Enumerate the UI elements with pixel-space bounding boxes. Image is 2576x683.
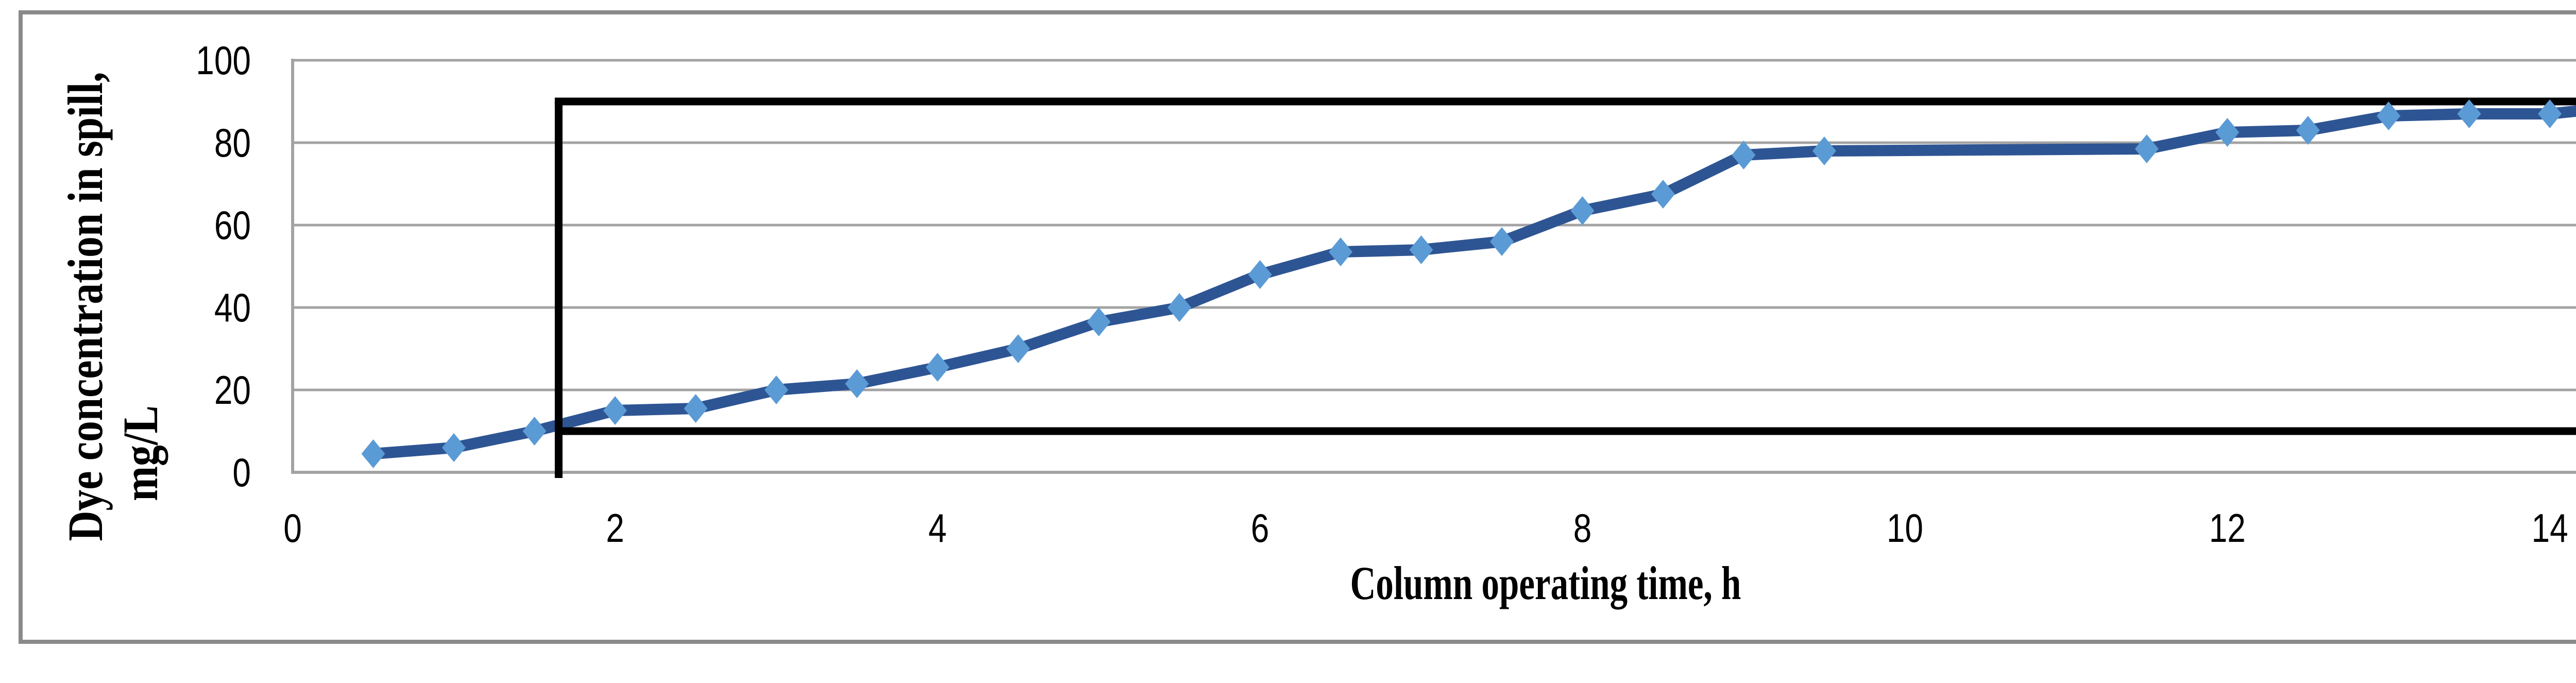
data-point-marker: [442, 433, 466, 462]
x-tick-label-4: 4: [928, 506, 947, 551]
x-tick-label-6: 6: [1251, 506, 1269, 551]
y-axis-title-line1: Dye concentration in spill,: [59, 72, 113, 541]
x-tick-label-0: 0: [283, 506, 302, 551]
tick-labels: 0204060801000246810121416: [196, 38, 2568, 551]
data-point-marker: [2134, 134, 2159, 163]
series-polyline: [367, 105, 2576, 459]
gridlines: [293, 59, 2576, 391]
x-tick-label-2: 2: [606, 506, 624, 551]
data-point-marker: [2296, 116, 2320, 145]
data-point-marker: [2457, 99, 2481, 128]
data-point-marker: [1732, 141, 1756, 169]
annotation-box: [554, 97, 2576, 478]
data-point-marker: [2377, 101, 2401, 130]
data-point-marker: [1812, 136, 1836, 165]
data-point-marker: [1006, 334, 1030, 363]
y-tick-label-20: 20: [214, 368, 251, 413]
x-tick-label-8: 8: [1573, 506, 1592, 551]
data-point-marker: [1651, 180, 1675, 209]
data-point-marker: [603, 396, 627, 425]
y-tick-label-80: 80: [214, 121, 251, 165]
data-point-marker: [1490, 227, 1514, 256]
data-point-marker: [925, 353, 950, 382]
data-point-marker: [361, 439, 385, 468]
data-point-marker: [1570, 196, 1595, 225]
y-tick-label-40: 40: [214, 285, 251, 330]
axis-lines: [291, 59, 2576, 474]
data-point-marker: [764, 375, 788, 404]
data-point-marker: [2215, 118, 2240, 147]
y-tick-label-0: 0: [232, 450, 251, 495]
data-point-marker: [1409, 235, 1433, 264]
data-point-marker: [1167, 293, 1192, 322]
data-point-markers: [361, 99, 2562, 468]
data-point-marker: [2538, 99, 2562, 128]
y-axis-title-line2: mg/L: [114, 405, 168, 501]
y-tick-label-60: 60: [214, 203, 251, 248]
data-point-marker: [1329, 237, 1353, 266]
data-series-line: [367, 105, 2576, 459]
data-point-marker: [845, 369, 869, 398]
data-point-marker: [522, 417, 547, 446]
data-point-marker: [684, 394, 708, 423]
x-axis-title: Column operating time, h: [1350, 557, 1741, 610]
data-point-marker: [1087, 308, 1111, 336]
x-tick-label-10: 10: [1887, 506, 1923, 551]
x-tick-label-12: 12: [2209, 506, 2246, 551]
data-point-marker: [1248, 260, 1272, 289]
y-tick-label-100: 100: [196, 38, 251, 83]
x-tick-label-14: 14: [2532, 506, 2568, 551]
